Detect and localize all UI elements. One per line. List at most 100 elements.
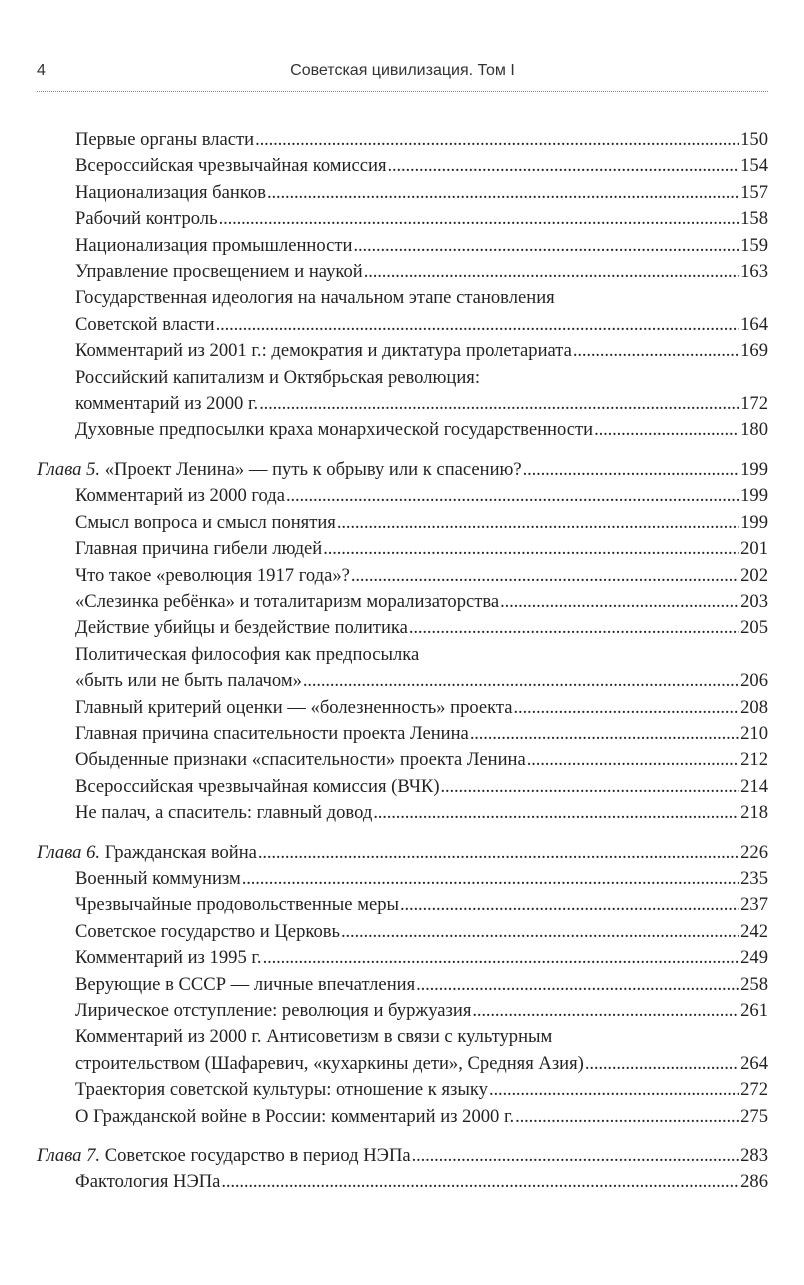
toc-entry-text: Лирическое отступление: революция и бурж… (75, 1000, 472, 1021)
toc-page-number: 214 (740, 775, 768, 797)
toc-entry-text: Что такое «революция 1917 года»? (75, 564, 350, 586)
toc-entry: Действие убийцы и бездействие политика 20… (37, 615, 768, 641)
toc-entry-text: Гражданская война (104, 841, 257, 863)
toc-page-number: 159 (740, 234, 768, 256)
toc-entry: Советской власти 164 (37, 312, 768, 338)
toc-page-number: 163 (740, 261, 768, 283)
dot-leader (303, 668, 739, 694)
dot-leader (323, 536, 739, 562)
toc-entry-title: Комментарий из 2001 г.: демократия и дик… (75, 338, 572, 364)
toc-entry-title: Управление просвещением и наукой (75, 259, 363, 285)
toc-page-number: 212 (740, 749, 768, 771)
dot-leader (523, 457, 739, 483)
dot-leader (573, 338, 739, 364)
toc-entry-title: Военный коммунизм (75, 866, 241, 892)
toc-entry-title-line: Государственная идеология на начальном э… (75, 287, 555, 309)
dot-leader (242, 866, 739, 892)
toc-page-number: 264 (740, 1052, 768, 1074)
toc-entry: Главный критерий оценки — «болезненность… (37, 695, 768, 721)
toc-entry-text: Национализация промышленности (75, 234, 353, 256)
toc-entry-title: Глава 6. Гражданская война (37, 840, 257, 866)
toc-entry-title: Обыденные признаки «спасительности» прое… (75, 747, 526, 773)
toc-entry-text: Смысл вопроса и смысл понятия (75, 511, 336, 533)
header-divider (37, 91, 768, 92)
toc-entry-text: Действие убийцы и бездействие политика (75, 617, 408, 639)
toc-entry-title: Лирическое отступление: революция и бурж… (75, 998, 471, 1024)
toc-entry-text: Советское государство и Церковь (75, 920, 341, 942)
toc-entry-title: Советской власти (75, 312, 215, 338)
toc-entry-text: Национализация банков (75, 181, 267, 203)
dot-leader (527, 747, 739, 773)
toc-chapter-entry: Глава 6. Гражданская война 226 (37, 840, 768, 866)
dot-leader (441, 774, 740, 800)
toc-entry-title: Главный критерий оценки — «болезненность… (75, 695, 513, 721)
toc-entry: Национализация банков 157 (37, 180, 768, 206)
toc-page-number: 201 (740, 538, 768, 560)
toc-entry-text: Советское государство в период НЭПа (104, 1145, 411, 1167)
toc-entry-title: Комментарий из 1995 г. (75, 945, 262, 971)
toc-entry-title: строительством (Шафаревич, «кухаркины де… (75, 1051, 584, 1077)
dot-leader (412, 1143, 739, 1169)
toc-entry-text: Советской власти (75, 313, 215, 335)
toc-entry-title: Глава 7. Советское государство в период … (37, 1143, 411, 1169)
dot-leader (255, 127, 739, 153)
toc-entry: Лирическое отступление: революция и бурж… (37, 998, 768, 1024)
toc-entry-text: строительством (Шафаревич, «кухаркины де… (75, 1052, 584, 1074)
toc-entry-title: Первые органы власти (75, 127, 254, 153)
toc-entry-title: комментарий из 2000 г. (75, 391, 258, 417)
toc-entry: Фактология НЭПа 286 (37, 1169, 768, 1195)
toc-entry: Главная причина спасительности проекта Л… (37, 721, 768, 747)
toc-entry-text: Фактология НЭПа (75, 1171, 221, 1193)
toc-entry: Первые органы власти 150 (37, 127, 768, 153)
dot-leader (416, 972, 739, 998)
toc-entry-title: Национализация промышленности (75, 233, 352, 259)
running-header: 4 Советская цивилизация. Том I (37, 58, 768, 88)
toc-page-number: 205 (740, 617, 768, 639)
dot-leader (489, 1077, 739, 1103)
toc-page-number: 283 (740, 1145, 768, 1167)
toc-entry-text: «Слезинка ребёнка» и тоталитаризм морали… (75, 590, 500, 612)
toc-entry-title-line: Комментарий из 2000 г. Антисоветизм в св… (75, 1026, 553, 1048)
toc-entry-text: Первые органы власти (75, 129, 255, 150)
toc-entry-title-line: Российский капитализм и Октябрьская рево… (75, 366, 481, 388)
toc-entry: О Гражданской войне в России: комментари… (37, 1104, 768, 1130)
toc-entry-title: Действие убийцы и бездействие политика (75, 615, 408, 641)
toc-page-number: 154 (740, 155, 768, 177)
toc-page-number: 258 (740, 973, 768, 995)
toc-entry-title: «быть или не быть палачом» (75, 668, 302, 694)
toc-entry-title: Фактология НЭПа (75, 1169, 220, 1195)
toc-entry-text: Верующие в СССР — личные впечатления (75, 973, 416, 995)
toc-entry: Советское государство и Церковь 242 (37, 919, 768, 945)
toc-entry: Что такое «революция 1917 года»? 202 (37, 563, 768, 589)
toc-entry: Управление просвещением и наукой 163 (37, 259, 768, 285)
toc-entry: Комментарий из 2001 г.: демократия и дик… (37, 338, 768, 364)
toc-entry: Национализация промышленности 159 (37, 233, 768, 259)
toc-page-number: 261 (740, 1000, 768, 1021)
toc-entry-text: Траектория советской культуры: отношение… (75, 1079, 488, 1101)
toc-entry-text: Главный критерий оценки — «болезненность… (75, 696, 513, 718)
toc-entry-text: Комментарий из 1995 г. (75, 947, 262, 969)
dot-leader (472, 998, 739, 1024)
dot-leader (470, 721, 739, 747)
toc-page-number: 150 (740, 129, 768, 150)
dot-leader (351, 563, 739, 589)
toc-entry-title: Что такое «революция 1917 года»? (75, 563, 350, 589)
toc-entry: «Слезинка ребёнка» и тоталитаризм морали… (37, 589, 768, 615)
toc-entry-title: Духовные предпосылки краха монархической… (75, 417, 593, 443)
toc-entry: Военный коммунизм 235 (37, 866, 768, 892)
dot-leader (267, 180, 739, 206)
dot-leader (341, 919, 739, 945)
toc-entry-title: Всероссийская чрезвычайная комиссия (ВЧК… (75, 774, 440, 800)
toc-entry: Рабочий контроль 158 (37, 206, 768, 232)
dot-leader (373, 800, 739, 826)
dot-leader (515, 1104, 739, 1130)
toc-entry-title: Смысл вопроса и смысл понятия (75, 510, 336, 536)
table-of-contents: Первые органы власти 150 Всероссийская чре… (37, 127, 768, 1196)
toc-entry: Не палач, а спаситель: главный довод 218 (37, 800, 768, 826)
toc-page-number: 172 (740, 393, 768, 415)
toc-entry-title: Национализация банков (75, 180, 266, 206)
toc-entry: Духовные предпосылки краха монархической… (37, 417, 768, 443)
dot-leader (388, 153, 740, 179)
dot-leader (364, 259, 739, 285)
toc-entry-title: «Слезинка ребёнка» и тоталитаризм морали… (75, 589, 499, 615)
